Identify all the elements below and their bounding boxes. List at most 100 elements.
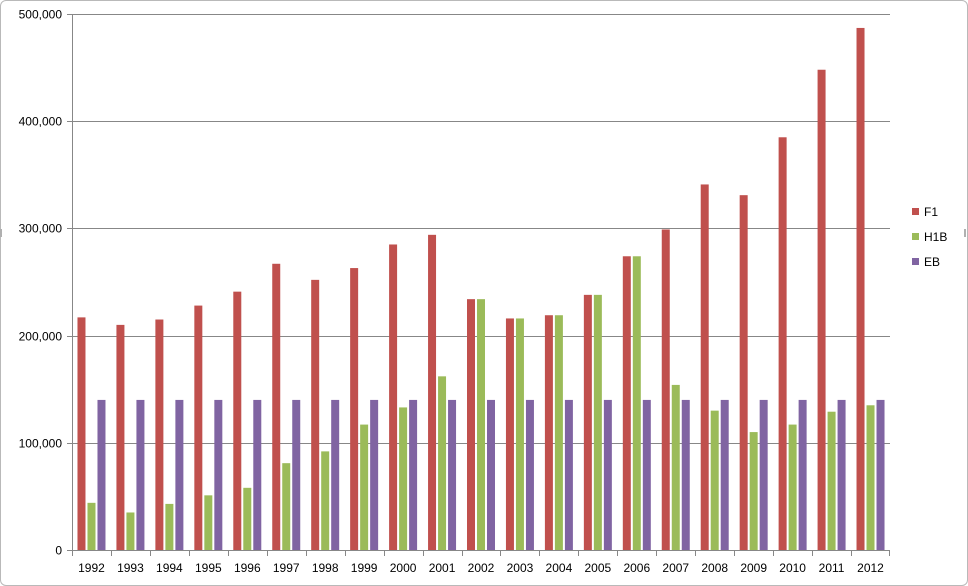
bar-h1b-2001 — [438, 376, 447, 550]
bar-h1b-2009 — [749, 432, 758, 550]
bar-f1-2000 — [389, 244, 398, 551]
bar-h1b-2004 — [554, 315, 563, 550]
y-tick-label: 500,000 — [19, 8, 63, 22]
bar-f1-1993 — [116, 324, 125, 550]
bar-h1b-2007 — [671, 384, 680, 550]
x-tick-label: 1999 — [351, 561, 378, 575]
bar-h1b-2012 — [866, 405, 875, 550]
bar-h1b-1999 — [360, 424, 369, 550]
axes — [67, 14, 890, 556]
bar-f1-1996 — [233, 291, 242, 550]
bar-h1b-1992 — [87, 502, 96, 550]
bar-eb-2009 — [759, 399, 768, 550]
x-tick-label: 2011 — [819, 561, 845, 575]
legend-swatch-f1 — [912, 208, 919, 215]
x-tick-label: 1997 — [273, 561, 300, 575]
bar-eb-1993 — [136, 399, 145, 550]
y-tick-label: 100,000 — [19, 437, 63, 451]
x-tick-label: 2005 — [585, 561, 612, 575]
x-tick-label: 2002 — [468, 561, 495, 575]
bar-h1b-2003 — [515, 318, 524, 550]
x-tick-label: 1995 — [195, 561, 222, 575]
y-tick-label: 300,000 — [19, 222, 63, 236]
x-tick-label: 2001 — [429, 561, 456, 575]
bar-f1-2012 — [856, 27, 865, 550]
bar-eb-2011 — [837, 399, 846, 550]
x-tick-label: 2007 — [662, 561, 689, 575]
bar-f1-1992 — [77, 317, 86, 550]
bar-h1b-1993 — [126, 512, 135, 550]
bar-eb-2001 — [448, 399, 457, 550]
x-tick-label: 2004 — [546, 561, 573, 575]
bar-f1-2005 — [583, 294, 592, 550]
bar-eb-1999 — [370, 399, 379, 550]
x-tick-label: 1998 — [312, 561, 339, 575]
y-tick-label: 400,000 — [19, 115, 63, 129]
bar-f1-2001 — [428, 234, 437, 550]
bar-h1b-2006 — [632, 256, 641, 550]
bar-f1-1998 — [311, 279, 320, 550]
x-tick-label: 2010 — [779, 561, 806, 575]
bar-eb-2003 — [525, 399, 534, 550]
bar-f1-2006 — [622, 256, 631, 550]
bar-f1-2004 — [544, 315, 553, 550]
bar-h1b-1994 — [165, 503, 174, 550]
legend-label-h1b: H1B — [924, 230, 947, 244]
bar-h1b-2010 — [788, 424, 797, 550]
bar-eb-1994 — [175, 399, 184, 550]
bar-eb-2007 — [681, 399, 690, 550]
bar-eb-2000 — [409, 399, 418, 550]
bar-eb-2004 — [564, 399, 573, 550]
x-tick-label: 1996 — [234, 561, 261, 575]
bar-h1b-1998 — [321, 451, 330, 550]
bar-eb-2010 — [798, 399, 807, 550]
y-tick-label: 200,000 — [19, 330, 63, 344]
bar-eb-1996 — [253, 399, 262, 550]
bar-eb-1998 — [331, 399, 340, 550]
x-tick-label: 1994 — [156, 561, 183, 575]
bar-h1b-2000 — [399, 407, 408, 550]
bar-eb-1995 — [214, 399, 223, 550]
bar-eb-2002 — [487, 399, 495, 550]
bar-f1-1997 — [272, 263, 281, 550]
right-resize-handle[interactable] — [964, 229, 966, 237]
bar-h1b-2002 — [477, 299, 485, 550]
bar-h1b-1996 — [243, 487, 252, 550]
bar-eb-2005 — [603, 399, 612, 550]
x-tick-label: 2003 — [507, 561, 534, 575]
bar-f1-1994 — [155, 319, 164, 550]
bar-f1-2008 — [700, 184, 709, 550]
x-tick-label: 1993 — [117, 561, 144, 575]
bar-f1-2010 — [778, 137, 787, 550]
x-tick-label: 2012 — [857, 561, 884, 575]
x-tick-label: 2008 — [701, 561, 728, 575]
bars — [77, 27, 885, 551]
bar-h1b-1995 — [204, 495, 213, 550]
bar-f1-1999 — [350, 268, 359, 550]
y-tick-label: 0 — [55, 544, 62, 558]
bar-eb-2006 — [642, 399, 651, 550]
bar-eb-2008 — [720, 399, 729, 550]
left-resize-handle[interactable] — [0, 229, 2, 237]
bar-eb-1992 — [97, 399, 106, 550]
legend-label-eb: EB — [924, 255, 940, 269]
y-axis-tick-labels: 0 100,000 200,000 300,000 400,000 500,000 — [19, 8, 63, 558]
legend-swatch-eb — [912, 258, 919, 265]
x-tick-label: 2009 — [740, 561, 767, 575]
bar-eb-2012 — [876, 399, 885, 550]
bar-h1b-2008 — [710, 410, 719, 550]
bar-f1-2007 — [661, 229, 670, 550]
bar-f1-2003 — [505, 318, 514, 550]
bar-h1b-2011 — [827, 411, 836, 550]
bar-h1b-2005 — [593, 294, 602, 550]
x-tick-label: 2006 — [623, 561, 650, 575]
x-tick-label: 1992 — [78, 561, 105, 575]
legend-label-f1: F1 — [924, 205, 938, 219]
x-tick-label: 2000 — [390, 561, 417, 575]
legend: F1 H1B EB — [912, 205, 947, 269]
bar-f1-2002 — [467, 299, 475, 550]
bar-f1-1995 — [194, 305, 203, 550]
x-axis-tick-labels: 1992 1993 1994 1995 1996 1997 1998 1999 2000 2001… — [78, 561, 884, 575]
bar-h1b-1997 — [282, 463, 291, 550]
